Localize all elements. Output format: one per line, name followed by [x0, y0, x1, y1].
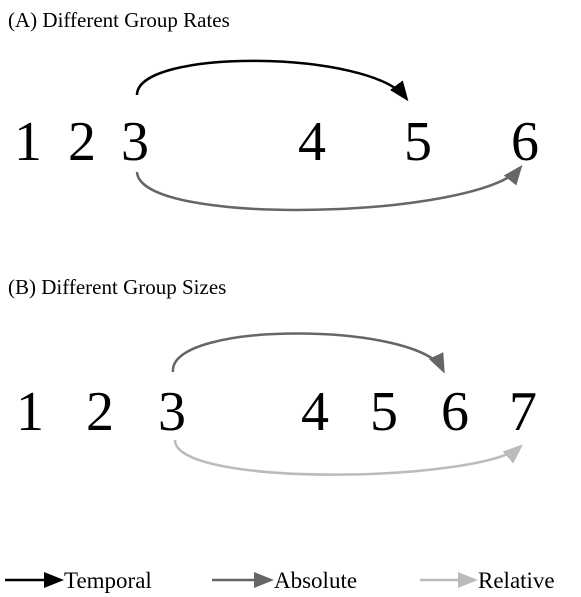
step-number: 7: [509, 381, 537, 443]
step-number: 4: [301, 381, 329, 443]
step-number: 2: [68, 111, 96, 173]
panel-title: (B) Different Group Sizes: [8, 275, 226, 299]
step-number: 6: [511, 111, 539, 173]
panel-title: (A) Different Group Rates: [8, 8, 230, 32]
step-number: 3: [158, 381, 186, 443]
legend-label: Absolute: [274, 568, 357, 593]
absolute-arrow: [171, 332, 445, 374]
step-number: 5: [404, 111, 432, 173]
step-number: 6: [441, 381, 469, 443]
step-number: 1: [14, 111, 42, 173]
absolute-arrow: [135, 164, 523, 212]
step-number: 2: [86, 381, 114, 443]
step-number: 5: [370, 381, 398, 443]
step-number: 3: [121, 111, 149, 173]
temporal-arrow: [135, 59, 409, 102]
legend-label: Temporal: [64, 568, 152, 593]
legend-label: Relative: [478, 568, 555, 593]
step-number: 1: [16, 381, 44, 443]
step-number: 4: [298, 111, 326, 173]
relative-arrow: [173, 439, 524, 476]
